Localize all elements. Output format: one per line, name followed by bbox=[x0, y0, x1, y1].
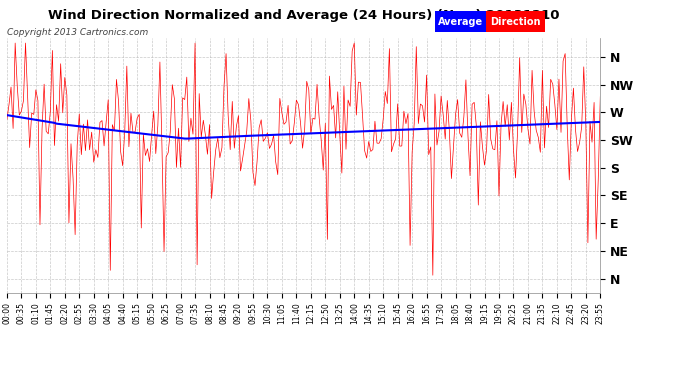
Text: Wind Direction Normalized and Average (24 Hours) (New) 20131210: Wind Direction Normalized and Average (2… bbox=[48, 9, 560, 22]
Text: Copyright 2013 Cartronics.com: Copyright 2013 Cartronics.com bbox=[7, 28, 148, 37]
Text: Average: Average bbox=[438, 16, 483, 27]
Text: Direction: Direction bbox=[491, 16, 541, 27]
